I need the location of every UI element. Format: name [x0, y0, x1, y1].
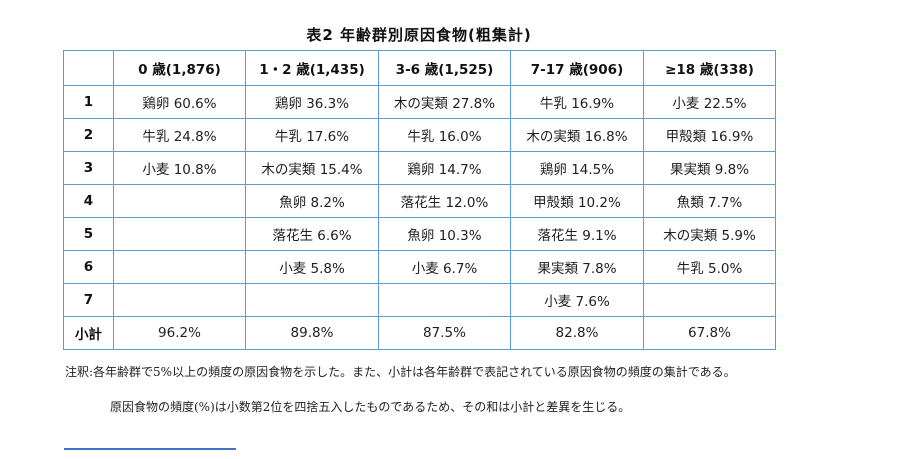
- table-cell: 落花生 9.1%: [510, 217, 644, 251]
- table-row: 4 魚卵 8.2% 落花生 12.0% 甲殻類 10.2% 魚類 7.7%: [63, 184, 776, 218]
- row-rank: 5: [63, 217, 114, 251]
- table-cell: 87.5%: [378, 316, 511, 350]
- footnote-line-1: 注釈:各年齢群で5%以上の頻度の原因食物を示した。また、小計は各年齢群で表記され…: [65, 365, 736, 379]
- table-cell: 甲殻類 16.9%: [643, 118, 776, 152]
- table-cell: 鶏卵 14.5%: [510, 151, 644, 185]
- footnotes: 注釈:各年齢群で5%以上の頻度の原因食物を示した。また、小計は各年齢群で表記され…: [65, 364, 865, 416]
- table-cell: [113, 250, 246, 284]
- column-header-rank: [63, 50, 114, 86]
- table-cell: 木の実類 5.9%: [643, 217, 776, 251]
- table-cell: 甲殻類 10.2%: [510, 184, 644, 218]
- table-cell: 魚類 7.7%: [643, 184, 776, 218]
- table-cell: 小麦 22.5%: [643, 85, 776, 119]
- table-cell: 鶏卵 60.6%: [113, 85, 246, 119]
- column-header-age18plus: ≥18 歳(338): [643, 50, 776, 86]
- table-row: 3 小麦 10.8% 木の実類 15.4% 鶏卵 14.7% 鶏卵 14.5% …: [63, 151, 776, 185]
- table-cell: 小麦 7.6%: [510, 283, 644, 317]
- column-header-age0: 0 歳(1,876): [113, 50, 246, 86]
- table-cell: 小麦 10.8%: [113, 151, 246, 185]
- table-cell: 木の実類 15.4%: [245, 151, 379, 185]
- table-cell: 落花生 6.6%: [245, 217, 379, 251]
- table-row-subtotal: 小計 96.2% 89.8% 87.5% 82.8% 67.8%: [63, 316, 776, 350]
- table-cell: [113, 283, 246, 317]
- table-cell: 魚卵 10.3%: [378, 217, 511, 251]
- table-cell: 木の実類 16.8%: [510, 118, 644, 152]
- table-cell: 牛乳 16.9%: [510, 85, 644, 119]
- table-cell: 小麦 5.8%: [245, 250, 379, 284]
- table-cell: 89.8%: [245, 316, 379, 350]
- row-rank: 2: [63, 118, 114, 152]
- table-row: 1 鶏卵 60.6% 鶏卵 36.3% 木の実類 27.8% 牛乳 16.9% …: [63, 85, 776, 119]
- table-cell: 82.8%: [510, 316, 644, 350]
- table-row: 5 落花生 6.6% 魚卵 10.3% 落花生 9.1% 木の実類 5.9%: [63, 217, 776, 251]
- table-cell: 67.8%: [643, 316, 776, 350]
- table-cell: 魚卵 8.2%: [245, 184, 379, 218]
- table-cell: 牛乳 17.6%: [245, 118, 379, 152]
- row-rank: 6: [63, 250, 114, 284]
- table-cell: [643, 283, 776, 317]
- table-cell: 木の実類 27.8%: [378, 85, 511, 119]
- table-cell: 小麦 6.7%: [378, 250, 511, 284]
- cause-food-table: 0 歳(1,876) 1・2 歳(1,435) 3-6 歳(1,525) 7-1…: [63, 50, 776, 350]
- table-cell: 牛乳 16.0%: [378, 118, 511, 152]
- table-cell: [378, 283, 511, 317]
- table-cell: 鶏卵 36.3%: [245, 85, 379, 119]
- table-cell: [113, 184, 246, 218]
- table-cell: [113, 217, 246, 251]
- table-row: 7 小麦 7.6%: [63, 283, 776, 317]
- table-cell: 牛乳 24.8%: [113, 118, 246, 152]
- footnote-line-2: 原因食物の頻度(%)は小数第2位を四捨五入したものであるため、その和は小計と差異…: [110, 399, 631, 414]
- row-rank: 1: [63, 85, 114, 119]
- column-header-age3-6: 3-6 歳(1,525): [378, 50, 511, 86]
- table-header-row: 0 歳(1,876) 1・2 歳(1,435) 3-6 歳(1,525) 7-1…: [63, 50, 776, 86]
- table-title: 表2 年齢群別原因食物(粗集計): [306, 26, 532, 44]
- table-cell: 牛乳 5.0%: [643, 250, 776, 284]
- table-cell: 96.2%: [113, 316, 246, 350]
- table-cell: 鶏卵 14.7%: [378, 151, 511, 185]
- table-row: 6 小麦 5.8% 小麦 6.7% 果実類 7.8% 牛乳 5.0%: [63, 250, 776, 284]
- table-cell: 落花生 12.0%: [378, 184, 511, 218]
- footer-rule: [64, 448, 236, 450]
- table-row: 2 牛乳 24.8% 牛乳 17.6% 牛乳 16.0% 木の実類 16.8% …: [63, 118, 776, 152]
- row-rank-subtotal: 小計: [63, 316, 114, 350]
- row-rank: 3: [63, 151, 114, 185]
- column-header-age1-2: 1・2 歳(1,435): [245, 50, 379, 86]
- table-cell: 果実類 7.8%: [510, 250, 644, 284]
- column-header-age7-17: 7-17 歳(906): [510, 50, 644, 86]
- table-cell: 果実類 9.8%: [643, 151, 776, 185]
- table-cell: [245, 283, 379, 317]
- row-rank: 7: [63, 283, 114, 317]
- row-rank: 4: [63, 184, 114, 218]
